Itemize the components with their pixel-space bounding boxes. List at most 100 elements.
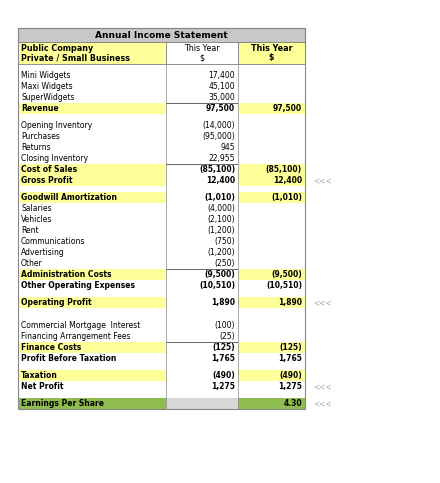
Bar: [18, 297, 166, 308]
Bar: [18, 214, 166, 225]
Bar: [238, 131, 305, 142]
Bar: [238, 258, 305, 269]
Text: Closing Inventory: Closing Inventory: [21, 154, 88, 163]
Bar: [166, 398, 238, 409]
Bar: [18, 42, 166, 64]
Bar: [238, 225, 305, 236]
Text: 17,400: 17,400: [209, 71, 235, 80]
Text: 35,000: 35,000: [208, 93, 235, 102]
Text: 1,890: 1,890: [211, 298, 235, 307]
Text: (10,510): (10,510): [266, 281, 302, 290]
Bar: [166, 331, 238, 342]
Text: (490): (490): [212, 371, 235, 380]
Bar: [18, 164, 166, 175]
Text: (1,200): (1,200): [207, 226, 235, 235]
Bar: [238, 214, 305, 225]
Text: 45,100: 45,100: [209, 82, 235, 91]
Text: Communications: Communications: [21, 237, 85, 246]
Bar: [166, 269, 238, 280]
Text: (100): (100): [215, 321, 235, 330]
Bar: [238, 92, 305, 103]
Text: Finance Costs: Finance Costs: [21, 343, 81, 352]
Bar: [18, 269, 166, 280]
Bar: [18, 175, 166, 186]
Text: Purchases: Purchases: [21, 132, 60, 141]
Bar: [166, 153, 238, 164]
Text: This Year: This Year: [184, 43, 220, 53]
Text: (85,100): (85,100): [199, 165, 235, 174]
Text: Mini Widgets: Mini Widgets: [21, 71, 70, 80]
Text: 1,275: 1,275: [278, 382, 302, 391]
Bar: [238, 297, 305, 308]
Text: (125): (125): [213, 343, 235, 352]
Text: Rent: Rent: [21, 226, 39, 235]
Text: (250): (250): [215, 259, 235, 268]
Text: This Year: This Year: [251, 43, 292, 53]
Bar: [238, 236, 305, 247]
Text: (125): (125): [279, 343, 302, 352]
Bar: [166, 381, 238, 392]
Text: 97,500: 97,500: [273, 104, 302, 113]
Text: (1,010): (1,010): [271, 193, 302, 202]
Bar: [18, 103, 166, 114]
Bar: [18, 381, 166, 392]
Text: Administration Costs: Administration Costs: [21, 270, 111, 279]
Bar: [166, 120, 238, 131]
Bar: [166, 247, 238, 258]
Bar: [166, 42, 238, 64]
Text: Operating Profit: Operating Profit: [21, 298, 92, 307]
Text: Net Profit: Net Profit: [21, 382, 63, 391]
Bar: [238, 81, 305, 92]
Bar: [18, 153, 166, 164]
Text: (490): (490): [279, 371, 302, 380]
Bar: [238, 42, 305, 64]
Bar: [166, 70, 238, 81]
Text: (9,500): (9,500): [204, 270, 235, 279]
Text: Returns: Returns: [21, 143, 51, 152]
Text: <<<: <<<: [313, 176, 332, 185]
Bar: [18, 342, 166, 353]
Text: Advertising: Advertising: [21, 248, 65, 257]
Text: SuperWidgets: SuperWidgets: [21, 93, 74, 102]
Bar: [166, 164, 238, 175]
Bar: [18, 192, 166, 203]
Text: 1,890: 1,890: [278, 298, 302, 307]
Bar: [166, 236, 238, 247]
Bar: [18, 247, 166, 258]
Text: Commercial Mortgage  Interest: Commercial Mortgage Interest: [21, 321, 140, 330]
Text: Taxation: Taxation: [21, 371, 58, 380]
Text: Public Company: Public Company: [21, 43, 93, 53]
Text: 22,955: 22,955: [209, 154, 235, 163]
Bar: [18, 92, 166, 103]
Text: (95,000): (95,000): [202, 132, 235, 141]
Text: $: $: [199, 53, 205, 62]
Bar: [238, 247, 305, 258]
Text: $: $: [269, 53, 274, 62]
Bar: [238, 70, 305, 81]
Bar: [18, 142, 166, 153]
Text: (10,510): (10,510): [199, 281, 235, 290]
Text: (25): (25): [220, 332, 235, 341]
Bar: [166, 225, 238, 236]
Bar: [238, 103, 305, 114]
Bar: [238, 381, 305, 392]
Bar: [238, 353, 305, 364]
Bar: [166, 142, 238, 153]
Text: (85,100): (85,100): [266, 165, 302, 174]
Bar: [166, 297, 238, 308]
Bar: [166, 175, 238, 186]
Text: Profit Before Taxation: Profit Before Taxation: [21, 354, 116, 363]
Bar: [18, 353, 166, 364]
Bar: [238, 280, 305, 291]
Bar: [166, 258, 238, 269]
Bar: [166, 203, 238, 214]
Bar: [238, 203, 305, 214]
Text: Annual Income Statement: Annual Income Statement: [95, 30, 228, 40]
Bar: [18, 398, 166, 409]
Text: Other: Other: [21, 259, 43, 268]
Bar: [18, 258, 166, 269]
Bar: [238, 269, 305, 280]
Text: Earnings Per Share: Earnings Per Share: [21, 399, 104, 408]
Text: (14,000): (14,000): [202, 121, 235, 130]
Bar: [166, 280, 238, 291]
